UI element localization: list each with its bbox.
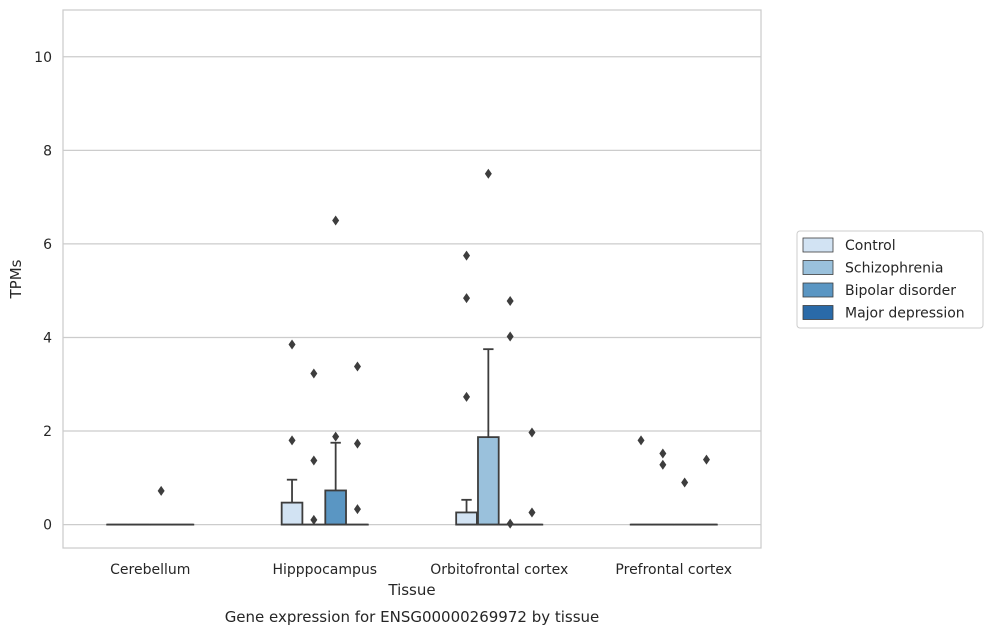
outlier-point: [506, 295, 514, 306]
x-tick-label: Hipppocampus: [272, 562, 377, 578]
y-tick-label: 2: [43, 424, 52, 440]
box: [324, 489, 347, 526]
legend-swatch: [802, 305, 834, 320]
legend-swatch: [802, 282, 834, 298]
legend-swatch: [802, 260, 834, 275]
outlier-point: [506, 331, 514, 342]
outlier-point: [332, 431, 340, 442]
box-group: [455, 498, 478, 526]
y-axis-label: TPMs: [7, 259, 25, 299]
legend-label: Schizophrenia: [845, 261, 943, 277]
box-layer: [106, 348, 718, 526]
outlier-point: [157, 485, 165, 496]
y-tick-label: 0: [43, 518, 52, 534]
outlier-point: [463, 293, 471, 304]
outlier-point: [353, 361, 361, 372]
outlier-point: [659, 459, 667, 470]
legend-items: Control Schizophrenia Bipolar disorder Majo…: [802, 237, 965, 322]
outlier-point: [528, 507, 536, 518]
y-tick-label: 10: [34, 50, 52, 66]
box: [477, 436, 500, 526]
box: [455, 511, 478, 526]
outlier-point: [463, 250, 471, 261]
outlier-point: [288, 339, 296, 350]
outlier-point: [353, 438, 361, 449]
x-tick-label: Cerebellum: [110, 562, 190, 578]
outlier-point: [637, 435, 645, 446]
outlier-point: [681, 477, 689, 488]
box: [280, 501, 304, 526]
x-tick-labels: Cerebellum Hipppocampus Orbitofrontal cort…: [110, 562, 732, 578]
x-axis-label: Tissue: [387, 581, 435, 599]
y-tick-label: 6: [43, 237, 52, 253]
outlier-point: [288, 435, 296, 446]
y-tick-label: 8: [43, 143, 52, 159]
outlier-point: [484, 168, 492, 179]
legend-label: Major depression: [845, 306, 965, 322]
legend-label: Control: [845, 238, 896, 254]
x-tick-label: Prefrontal cortex: [615, 562, 732, 578]
outlier-point: [506, 518, 514, 529]
outlier-point: [332, 215, 340, 226]
x-tick-label: Orbitofrontal cortex: [430, 562, 568, 578]
chart-title: Gene expression for ENSG00000269972 by t…: [225, 608, 600, 626]
legend-swatch: [802, 237, 834, 253]
y-tick-label: 4: [43, 330, 52, 346]
outlier-point: [310, 368, 318, 379]
y-tick-labels: 0 2 4 6 8 10: [34, 50, 52, 534]
outlier-point: [310, 455, 318, 466]
outlier-point: [528, 427, 536, 438]
box-group: [477, 348, 500, 526]
outlier-point: [463, 391, 471, 402]
legend-label: Bipolar disorder: [845, 283, 956, 299]
box-group: [324, 441, 347, 526]
outlier-point: [353, 504, 361, 515]
box-group: [280, 478, 304, 526]
legend: Control Schizophrenia Bipolar disorder Majo…: [796, 230, 984, 329]
grid-lines: [63, 56, 761, 526]
plot-area-frame: [62, 9, 762, 549]
outlier-point: [659, 448, 667, 459]
legend-frame: [796, 230, 984, 329]
outlier-point: [702, 454, 710, 465]
outlier-point: [310, 514, 318, 525]
outlier-layer: [157, 168, 710, 529]
